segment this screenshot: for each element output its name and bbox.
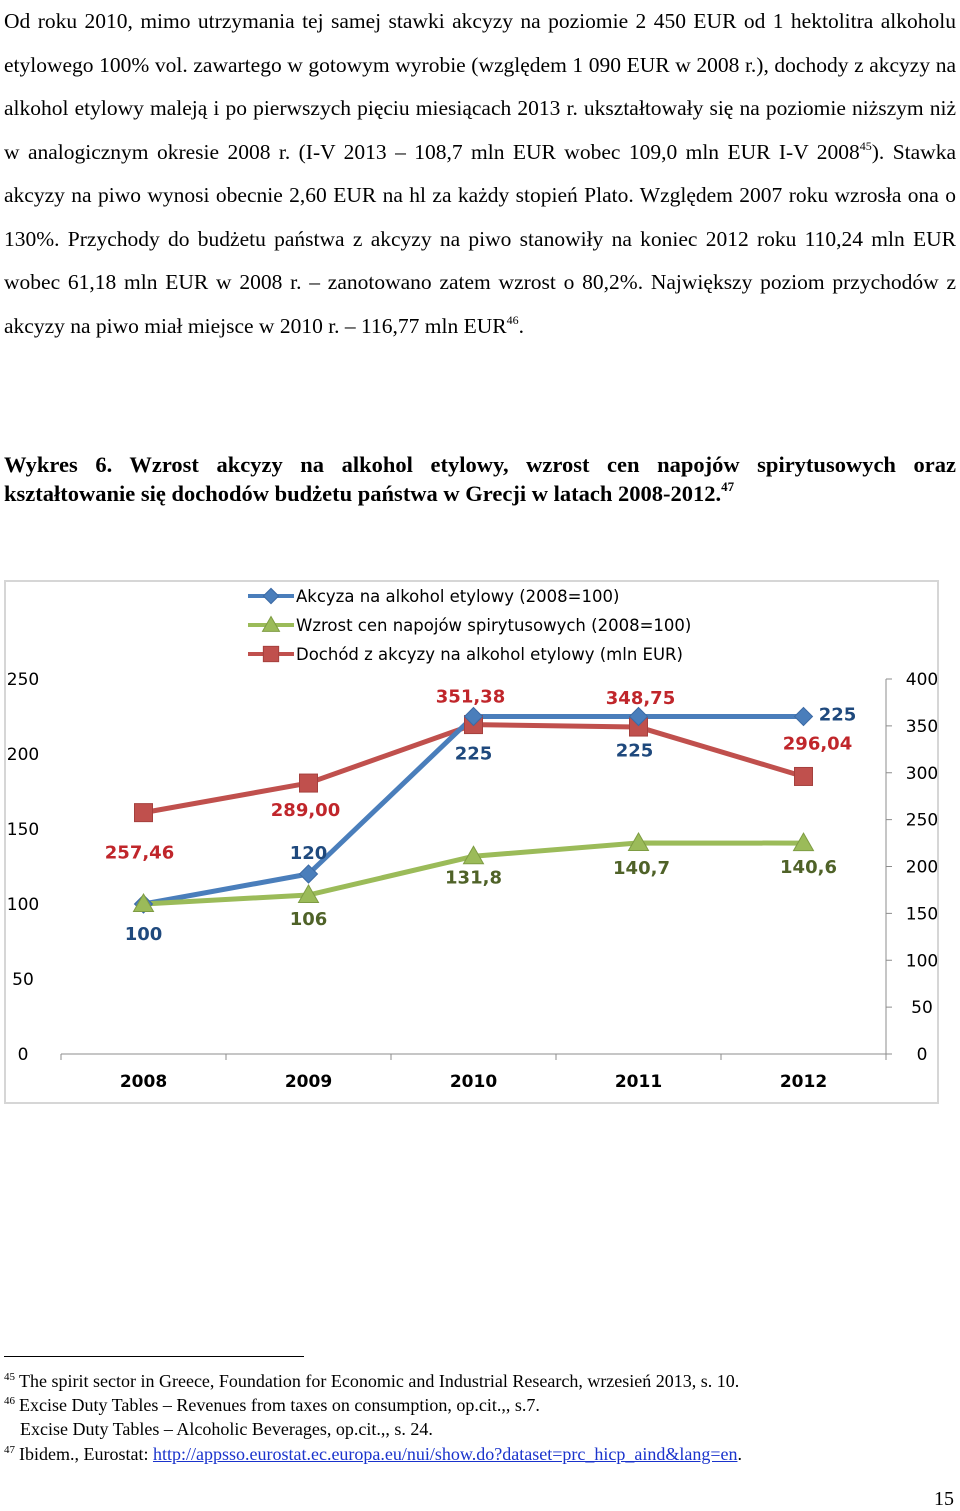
x-tick-label: 2009: [285, 1072, 332, 1092]
left-y-tick-label: 200: [7, 745, 39, 765]
footnote-number: 46: [4, 1395, 15, 1407]
body-paragraph: Od roku 2010, mimo utrzymania tej samej …: [4, 0, 956, 348]
x-tick-label: 2011: [615, 1072, 662, 1092]
data-point-marker: [298, 864, 319, 884]
data-label: 257,46: [105, 843, 174, 864]
right-y-tick-label: 350: [906, 717, 938, 737]
chart-caption-text: Wykres 6. Wzrost akcyzy na alkohol etylo…: [4, 452, 956, 506]
left-y-tick-label: 150: [7, 820, 39, 840]
footnote-number: 45: [4, 1371, 15, 1383]
page-number: 15: [934, 1488, 954, 1510]
left-y-tick-label: 100: [7, 895, 39, 915]
footnote-text: Ibidem., Eurostat:: [19, 1444, 153, 1464]
data-point-marker: [132, 892, 155, 912]
data-label: 348,75: [606, 688, 675, 709]
footnote-text: The spirit sector in Greece, Foundation …: [19, 1371, 740, 1391]
eurostat-link[interactable]: http://appsso.eurostat.ec.europa.eu/nui/…: [152, 1444, 738, 1464]
footnote-text: Excise Duty Tables – Revenues from taxes…: [19, 1395, 540, 1415]
data-point-marker: [134, 803, 153, 823]
right-y-tick-label: 300: [906, 764, 938, 784]
chart-container: 0 50 100 150 200 250 0 50 100 150 200 250 300 350 400 2…: [4, 580, 939, 1104]
x-tick-label: 2010: [450, 1072, 497, 1092]
data-label: 140,7: [613, 858, 670, 879]
right-y-tick-label: 250: [906, 811, 938, 831]
chart-caption: Wykres 6. Wzrost akcyzy na alkohol etylo…: [4, 450, 956, 508]
x-tick-label: 2012: [780, 1072, 827, 1092]
series-line: [143, 722, 805, 816]
right-y-tick-label: 200: [906, 858, 938, 878]
data-label: 225: [455, 744, 493, 765]
footnote-number: 47: [4, 1444, 15, 1456]
right-y-tick-label: 400: [906, 670, 938, 690]
footnote-ref-47[interactable]: 47: [721, 479, 735, 494]
legend-marker: [261, 615, 281, 632]
footnote-ref-46[interactable]: 46: [506, 312, 519, 327]
data-point-marker: [794, 766, 813, 786]
data-label: 351,38: [436, 687, 505, 708]
footnote-text-end: .: [737, 1444, 742, 1464]
body-text-part-2: ). Stawka akcyzy na piwo wynosi obecnie …: [4, 139, 956, 338]
data-label: 100: [125, 924, 163, 945]
data-point-marker: [297, 883, 320, 903]
data-label: 225: [819, 705, 857, 726]
legend-label: Akcyza na alkohol etylowy (2008=100): [296, 587, 619, 606]
body-text-part-3: .: [518, 313, 524, 338]
legend-marker: [262, 645, 280, 663]
legend-label: Wzrost cen napojów spirytusowych (2008=1…: [296, 616, 691, 635]
data-point-marker: [462, 845, 485, 865]
left-y-tick-label: 250: [7, 670, 39, 690]
footnote-ref-45[interactable]: 45: [859, 138, 872, 153]
line-chart: 0 50 100 150 200 250 0 50 100 150 200 250 300 350 400 2…: [7, 587, 938, 1092]
data-label: 106: [290, 909, 328, 930]
data-label: 289,00: [271, 800, 340, 821]
data-point-marker: [299, 773, 318, 793]
footnote-text: Excise Duty Tables – Alcoholic Beverages…: [20, 1419, 433, 1439]
data-point-marker: [463, 706, 484, 727]
footnote-46-continued: Excise Duty Tables – Alcoholic Beverages…: [20, 1418, 433, 1440]
data-label: 296,04: [783, 733, 852, 754]
right-y-tick-label: 150: [906, 904, 938, 924]
x-tick-label: 2008: [120, 1072, 167, 1092]
data-point-marker: [792, 832, 815, 852]
footnote-46: 46 Excise Duty Tables – Revenues from tax…: [4, 1394, 540, 1416]
data-label: 140,6: [780, 857, 837, 878]
legend-label: Dochód z akcyzy na alkohol etylowy (mln …: [296, 645, 683, 664]
left-y-tick-label: 0: [18, 1045, 29, 1065]
left-y-tick-label: 50: [12, 970, 34, 990]
body-text-part-1: Od roku 2010, mimo utrzymania tej samej …: [4, 9, 956, 164]
legend-marker: [262, 587, 280, 605]
data-label: 120: [290, 843, 328, 864]
footnote-47: 47 Ibidem., Eurostat: http://appsso.euros…: [4, 1443, 742, 1465]
data-label: 131,8: [445, 867, 502, 888]
right-y-tick-label: 100: [906, 951, 938, 971]
footnote-divider: [4, 1356, 304, 1357]
right-y-tick-label: 0: [917, 1045, 928, 1065]
data-point-marker: [627, 831, 650, 851]
data-point-marker: [793, 706, 814, 727]
data-point-marker: [628, 706, 649, 727]
footnote-45: 45 The spirit sector in Greece, Foundatio…: [4, 1370, 739, 1392]
data-label: 225: [616, 741, 654, 762]
right-y-tick-label: 50: [911, 998, 933, 1018]
